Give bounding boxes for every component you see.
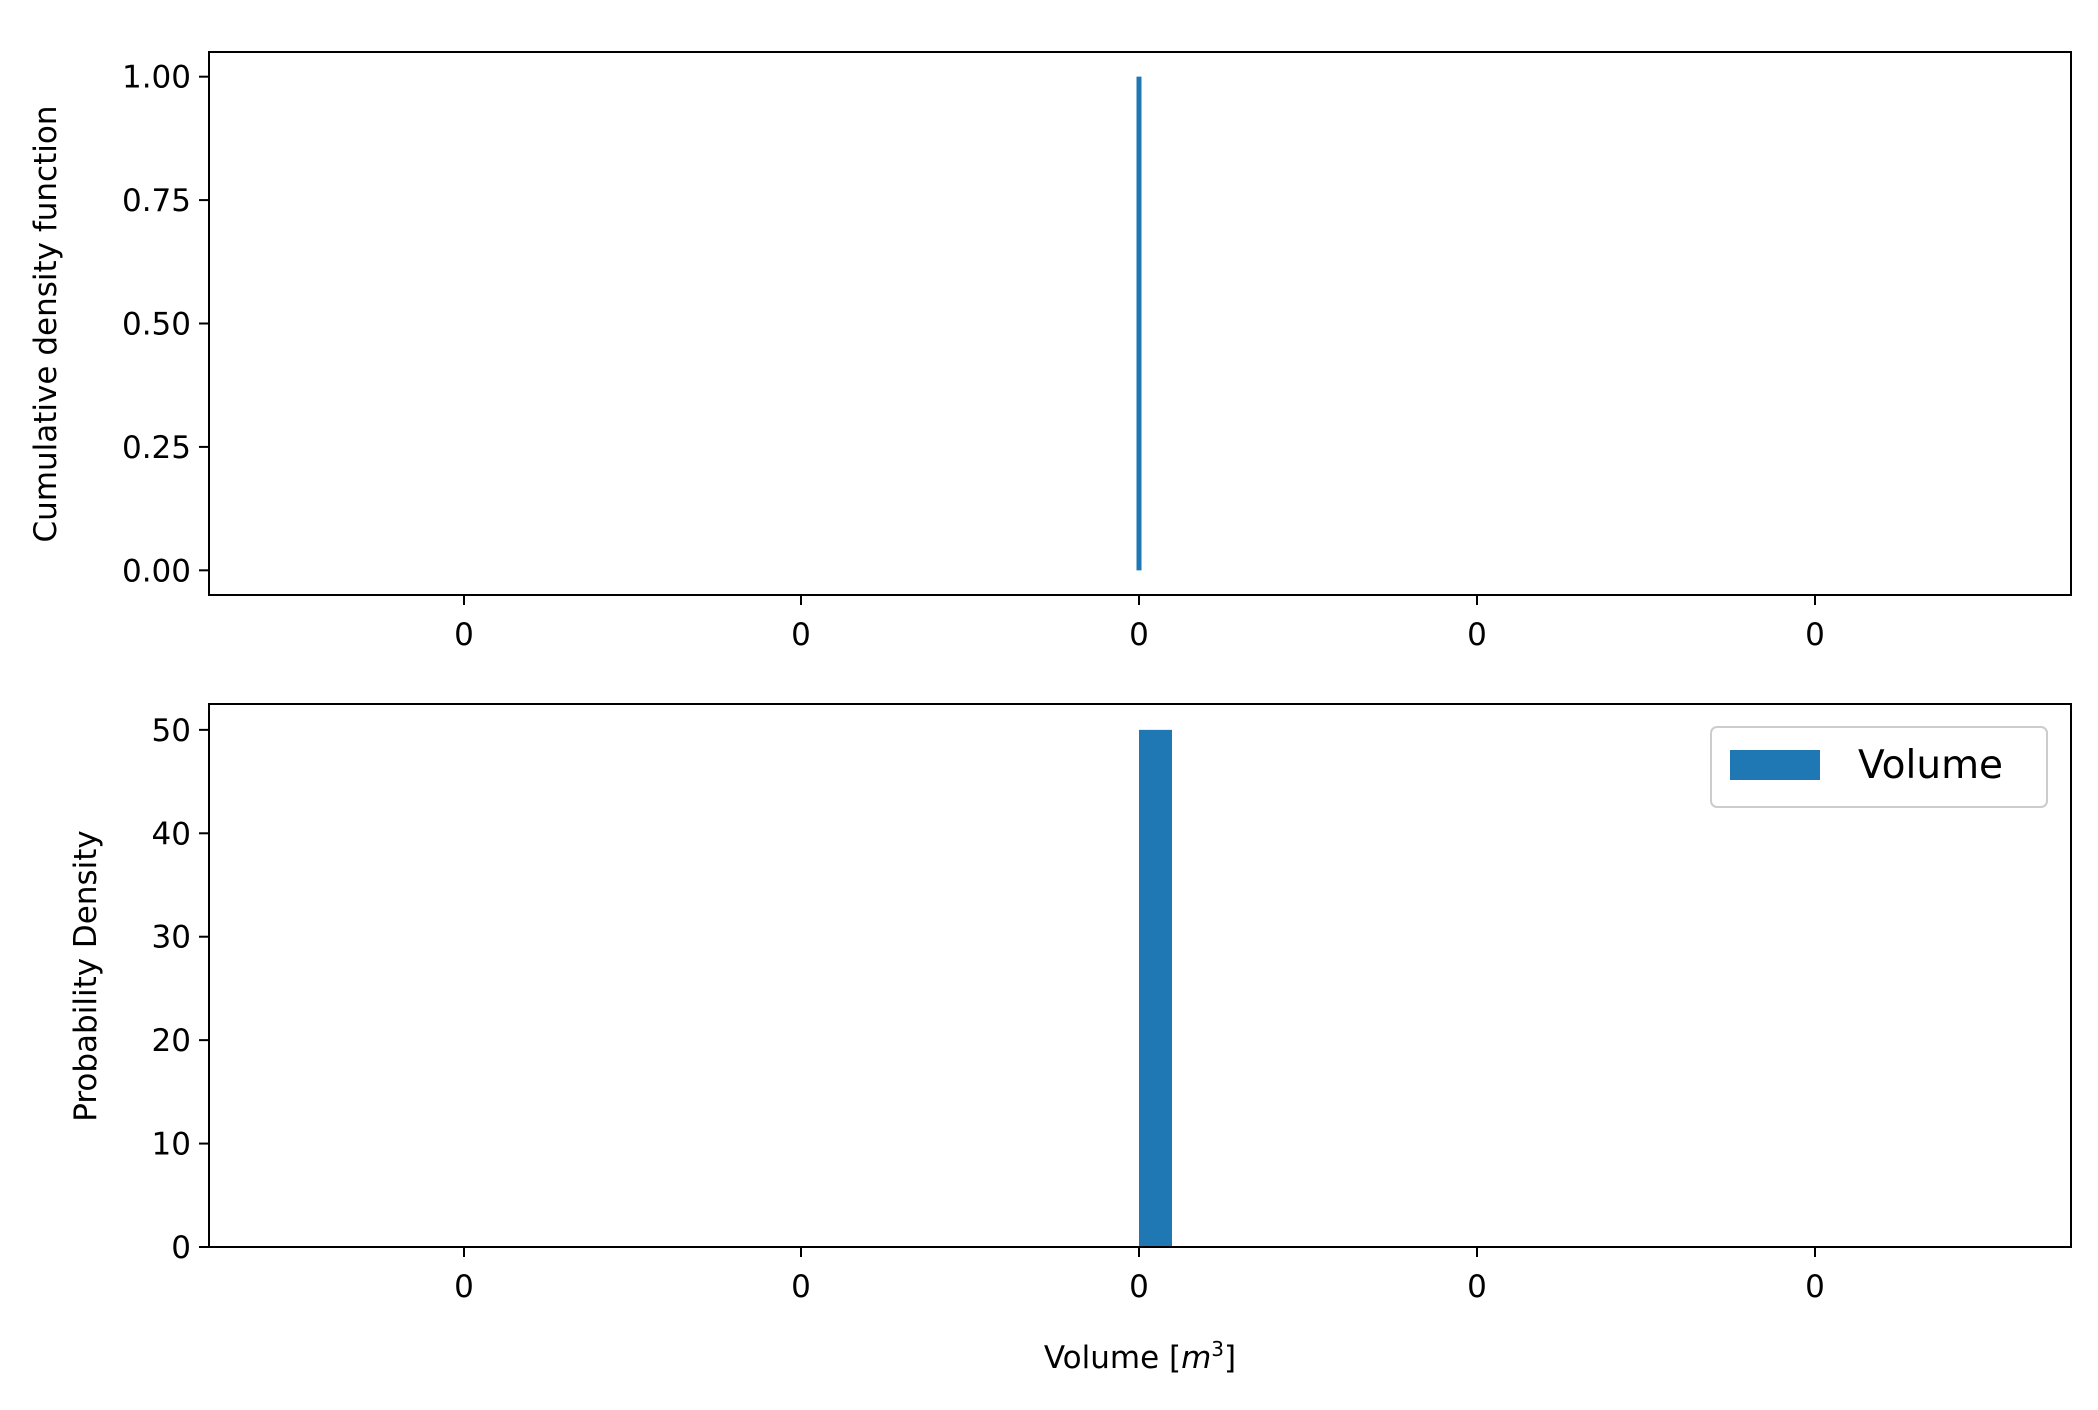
cdf-panel: 0.00 0.25 0.50 0.75 1.00 0 0 0 0 0 Cumulative de… xyxy=(28,51,2072,653)
cdf-x-tick-label: 0 xyxy=(791,617,811,653)
pdf-x-tick-label: 0 xyxy=(1129,1269,1149,1305)
cdf-x-tick-label: 0 xyxy=(1467,617,1487,653)
pdf-y-tick-label: 0 xyxy=(171,1230,191,1266)
pdf-y-axis-label: Probability Density xyxy=(68,830,104,1122)
pdf-x-axis-label: Volume [m3] xyxy=(1044,1337,1236,1376)
pdf-y-tick-label: 50 xyxy=(152,713,191,749)
cdf-y-tick-label: 1.00 xyxy=(122,60,191,96)
cdf-y-tick-label: 0.75 xyxy=(122,183,191,219)
legend-label-volume: Volume xyxy=(1858,743,2003,788)
cdf-x-tick-label: 0 xyxy=(454,617,474,653)
histogram-bar xyxy=(1139,729,1172,1247)
pdf-y-tick-label: 10 xyxy=(152,1127,191,1163)
cdf-x-tick-label: 0 xyxy=(1129,617,1149,653)
legend: Volume xyxy=(1710,726,2048,808)
pdf-bars-group xyxy=(1139,729,1172,1247)
cdf-x-axis: 0 0 0 0 0 xyxy=(454,595,1825,653)
pdf-panel: 0 10 20 30 40 50 0 0 0 0 0 Probability Density Vo… xyxy=(68,703,2072,1376)
pdf-y-tick-label: 30 xyxy=(152,920,191,956)
pdf-x-tick-label: 0 xyxy=(791,1269,811,1305)
pdf-x-tick-label: 0 xyxy=(1467,1269,1487,1305)
pdf-y-tick-label: 20 xyxy=(152,1023,191,1059)
cdf-y-axis: 0.00 0.25 0.50 0.75 1.00 xyxy=(122,60,209,589)
pdf-x-axis: 0 0 0 0 0 xyxy=(454,1247,1825,1305)
cdf-y-tick-label: 0.00 xyxy=(122,553,191,589)
pdf-x-tick-label: 0 xyxy=(454,1269,474,1305)
pdf-x-tick-label: 0 xyxy=(1805,1269,1825,1305)
cdf-x-tick-label: 0 xyxy=(1805,617,1825,653)
cdf-y-tick-label: 0.50 xyxy=(122,307,191,343)
pdf-y-axis: 0 10 20 30 40 50 xyxy=(152,713,209,1266)
cdf-y-axis-label: Cumulative density function xyxy=(28,106,64,543)
cdf-y-tick-label: 0.25 xyxy=(122,430,191,466)
legend-swatch-volume xyxy=(1730,750,1820,780)
legend-frame xyxy=(1710,726,2048,808)
pdf-y-tick-label: 40 xyxy=(152,816,191,852)
